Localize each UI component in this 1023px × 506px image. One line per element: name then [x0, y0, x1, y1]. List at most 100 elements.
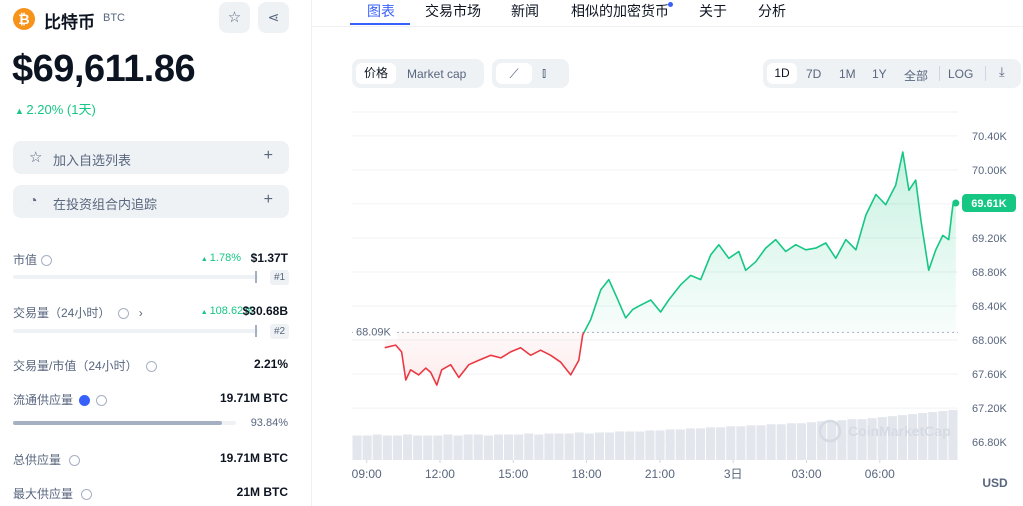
watchlist-text: 加入自选列表	[53, 153, 132, 168]
share-button[interactable]: ⋖	[258, 2, 289, 33]
volume-bar	[625, 431, 635, 460]
watchlist-button[interactable]: ☆ 加入自选列表 +	[13, 141, 289, 174]
y-tick-label: 66.80K	[972, 437, 1008, 449]
stat-label: 流通供应量	[13, 391, 108, 408]
stat-change: ▲ 1.78%	[200, 252, 241, 264]
toggle[interactable]: Market cap	[407, 67, 467, 81]
volume-bar	[453, 435, 463, 460]
tab[interactable]: 分析	[758, 3, 786, 19]
volume-bar	[706, 427, 716, 460]
volume-bar	[413, 435, 423, 460]
candle-style[interactable]: ⫾	[542, 65, 547, 80]
stat-label: 交易量/市值（24小时）	[13, 357, 157, 374]
x-tick-label: 21:00	[645, 467, 675, 481]
divider	[985, 66, 986, 81]
volume-bar	[554, 433, 564, 460]
stat-change-text: 108.62%	[209, 305, 253, 317]
price-line	[384, 151, 957, 386]
volume-bar	[776, 424, 786, 460]
volume-bar	[887, 416, 897, 460]
volume-bar	[746, 425, 756, 460]
range[interactable]: 1Y	[872, 67, 887, 81]
stat-label: 交易量（24小时） ›	[13, 306, 143, 320]
volume-bar	[403, 434, 413, 460]
volume-bar	[372, 434, 382, 460]
line-style[interactable]: ⟋	[496, 63, 532, 84]
volume-bar	[877, 417, 887, 460]
volume-bar	[504, 434, 514, 460]
tab-underline	[350, 23, 410, 25]
x-tick-label: 12:00	[425, 467, 455, 481]
volume-bar	[756, 425, 766, 460]
volume-bar	[433, 435, 443, 460]
star-button[interactable]: ☆	[219, 2, 250, 33]
x-tick-label: 3日	[724, 467, 743, 481]
x-tick-label: 09:00	[352, 467, 382, 481]
range[interactable]: 全部	[904, 69, 929, 83]
download[interactable]: ⤓	[999, 64, 1005, 79]
toggle-group: 价格 Market cap	[352, 59, 484, 88]
stat-label-text: 市值	[13, 253, 38, 267]
x-tick-label: 15:00	[498, 467, 528, 481]
stat-value: $1.37T	[250, 251, 288, 265]
volume-bar	[766, 424, 776, 460]
volume-bar	[695, 428, 705, 460]
coin-symbol: BTC	[103, 12, 125, 24]
stat-label-text: 交易量（24小时）	[13, 306, 111, 320]
price: $69,611.86	[12, 48, 196, 90]
tab-dot	[668, 2, 673, 7]
stat-label-text: 总供应量	[13, 453, 62, 467]
stat-change-text: 1.78%	[209, 252, 241, 264]
volume-bar	[817, 421, 827, 460]
x-tick-label: 18:00	[572, 467, 602, 481]
volume-bar	[897, 415, 907, 460]
y-tick-label: 68.80K	[972, 267, 1008, 279]
volume-bar	[807, 422, 817, 460]
volume-bar	[655, 430, 665, 460]
volume-bar	[443, 434, 453, 460]
sidebar: ₿ 比特币 BTC ☆ ⋖ $69,611.86 ▲ 2.20% (1天) ☆ 加…	[0, 0, 312, 506]
rank: #1	[270, 270, 289, 285]
tab[interactable]: 新闻	[511, 3, 539, 19]
volume-bar	[605, 432, 615, 460]
stat-value: 21M BTC	[236, 485, 288, 499]
y-tick-label: 68.40K	[972, 301, 1008, 313]
volume-bar	[645, 430, 655, 460]
toggle[interactable]: 价格	[356, 63, 396, 84]
volume-bar	[857, 419, 867, 460]
progress-bar	[13, 275, 258, 279]
x-tick-label: 06:00	[865, 467, 895, 481]
stat-label: 市值	[13, 251, 53, 268]
volume-bar	[908, 414, 918, 460]
portfolio-button[interactable]: ◔ 在投资组合内追踪 +	[13, 185, 289, 218]
volume-bar	[726, 426, 736, 460]
price-area	[384, 152, 956, 386]
stat-value: 2.21%	[253, 357, 288, 371]
volume-bar	[847, 419, 857, 460]
volume-bar	[786, 423, 796, 460]
supply-track	[13, 421, 236, 425]
tab[interactable]: 交易市场	[425, 3, 481, 19]
range[interactable]: 1M	[839, 67, 856, 81]
supply-fill	[13, 421, 223, 425]
range[interactable]: 7D	[806, 67, 822, 81]
baseline-label: 68.09K	[356, 326, 392, 338]
last-point	[952, 199, 960, 207]
stat-label: 总供应量	[13, 451, 81, 468]
volume-bar	[534, 434, 544, 460]
rank: #2	[270, 324, 289, 339]
volume-bar	[948, 410, 958, 460]
stat-label: 最大供应量	[13, 485, 93, 502]
tab[interactable]: 关于	[699, 3, 727, 19]
bar-marker	[255, 325, 257, 337]
range[interactable]: LOG	[948, 67, 974, 81]
supply-percent: 93.84%	[250, 417, 288, 429]
tab[interactable]: 图表	[367, 3, 395, 19]
volume-bar	[544, 433, 554, 460]
y-tick-label: 67.60K	[972, 369, 1008, 381]
range[interactable]: 1D	[767, 63, 797, 84]
tab[interactable]: 相似的加密货币	[571, 3, 669, 19]
y-tick-label: 69.20K	[972, 233, 1008, 245]
